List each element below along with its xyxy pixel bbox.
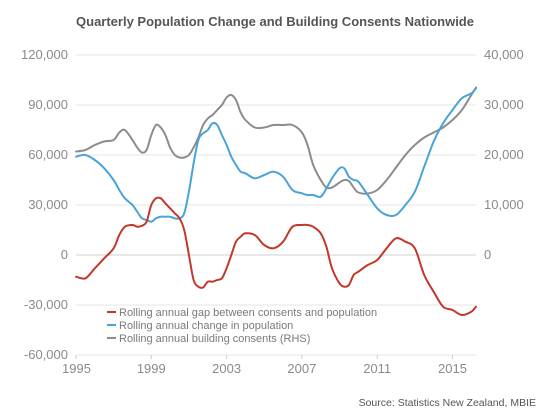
y-left-tick-label: -30,000 <box>24 297 68 312</box>
series-group <box>75 86 477 317</box>
grid <box>76 54 476 356</box>
y-left-tick-label: 30,000 <box>28 197 68 212</box>
chart-title: Quarterly Population Change and Building… <box>76 14 474 29</box>
left-y-axis: -60,000 -30,000 0 30,000 60,000 90,000 120,000 <box>21 47 68 362</box>
source-note: Source: Statistics New Zealand, MBIE <box>359 397 536 409</box>
series-line-2 <box>75 86 477 195</box>
y-right-tick-label: 40,000 <box>484 47 524 62</box>
x-tick-label: 2011 <box>363 361 391 376</box>
x-tick-label: 2015 <box>438 361 467 376</box>
y-left-tick-label: 90,000 <box>28 97 68 112</box>
x-axis: 1995 1999 2003 2007 2011 2015 <box>62 355 467 376</box>
legend: Rolling annual gap between consents and … <box>107 307 377 345</box>
x-tick-label: 1999 <box>137 361 166 376</box>
series-line-0 <box>75 196 477 317</box>
legend-label: Rolling annual change in population <box>119 320 293 332</box>
y-right-tick-label: 0 <box>484 247 491 262</box>
y-right-tick-label: 20,000 <box>484 147 524 162</box>
right-y-axis: 0 10,000 20,000 30,000 40,000 <box>484 47 524 262</box>
x-tick-label: 2003 <box>212 361 241 376</box>
legend-label: Rolling annual gap between consents and … <box>119 307 377 319</box>
y-left-tick-label: -60,000 <box>24 347 68 362</box>
legend-label: Rolling annual building consents (RHS) <box>119 333 310 345</box>
y-right-tick-label: 30,000 <box>484 97 524 112</box>
y-right-tick-label: 10,000 <box>484 197 524 212</box>
x-tick-label: 2007 <box>287 361 316 376</box>
y-left-tick-label: 120,000 <box>21 47 68 62</box>
y-left-tick-label: 0 <box>61 247 68 262</box>
x-tick-label: 1995 <box>62 361 91 376</box>
y-left-tick-label: 60,000 <box>28 147 68 162</box>
